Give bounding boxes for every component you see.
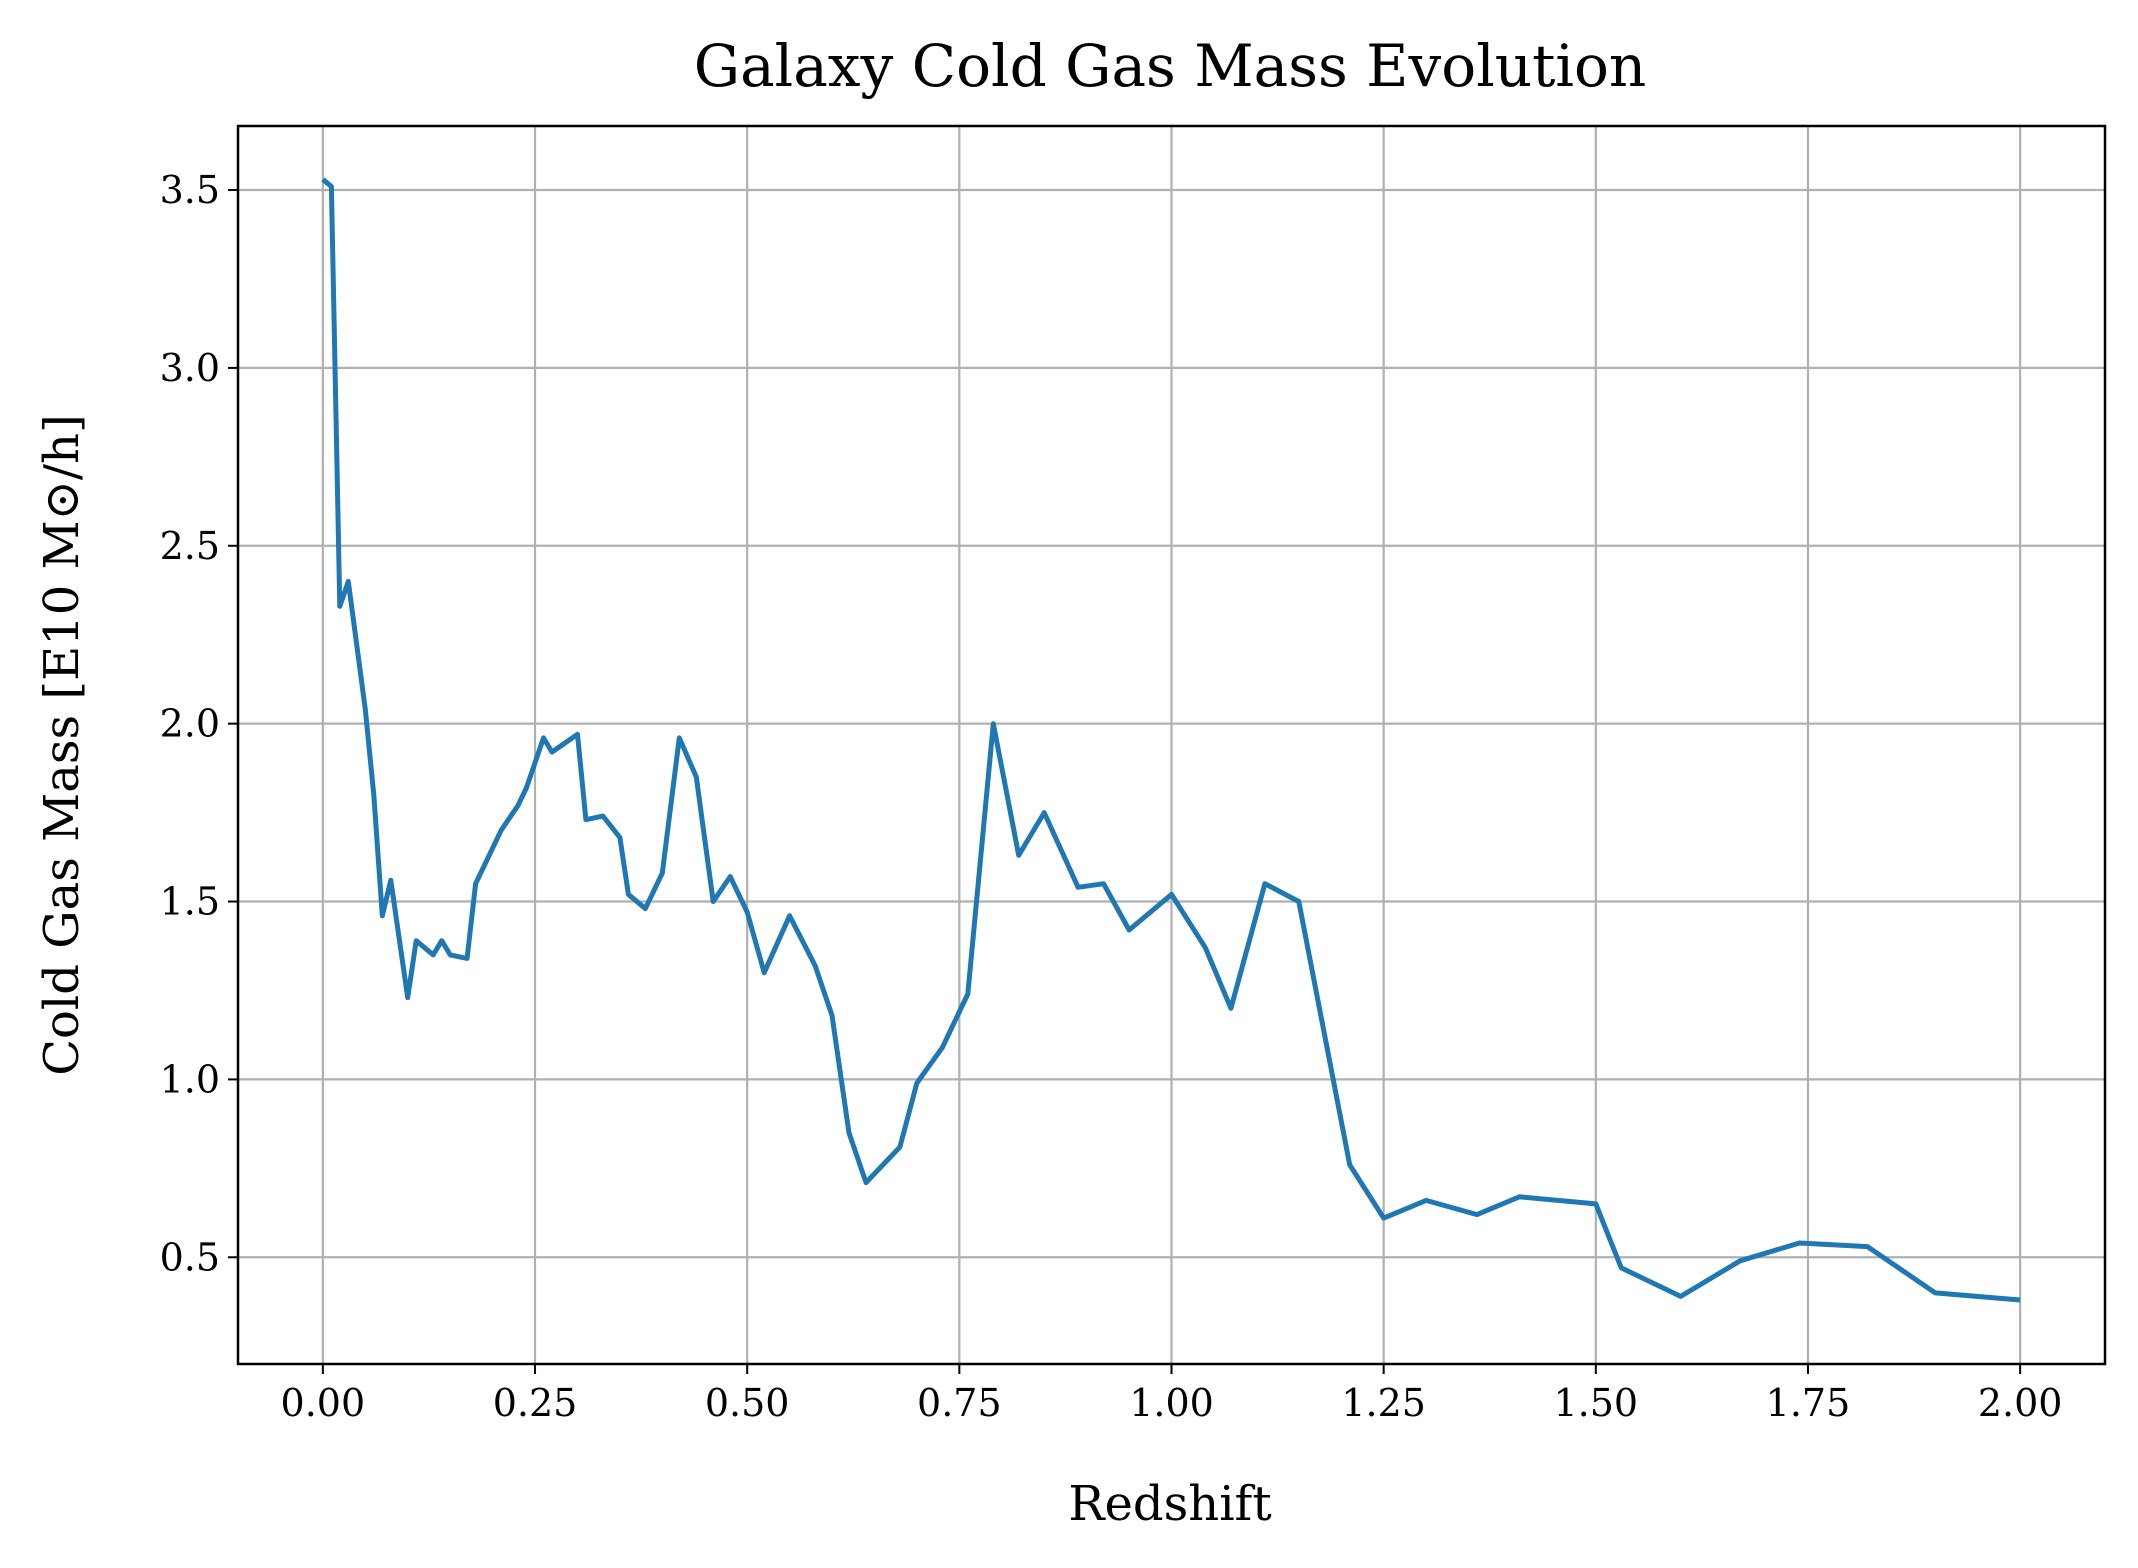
y-tick-label: 0.5 <box>160 1235 220 1279</box>
y-tick-label: 3.0 <box>160 346 220 390</box>
y-tick-label: 2.5 <box>160 524 220 568</box>
y-tick-label: 1.0 <box>160 1057 220 1101</box>
x-tick-label: 0.25 <box>493 1381 578 1425</box>
x-axis-label: Redshift <box>1068 1476 1271 1532</box>
y-tick-label: 2.0 <box>160 702 220 746</box>
x-tick-label: 1.75 <box>1766 1381 1851 1425</box>
x-tick-label: 1.25 <box>1341 1381 1426 1425</box>
x-tick-label: 1.00 <box>1129 1381 1214 1425</box>
y-tick-label: 3.5 <box>160 168 220 212</box>
x-tick-label: 0.75 <box>917 1381 1002 1425</box>
x-tick-label: 2.00 <box>1978 1381 2063 1425</box>
series-line <box>321 177 2021 1303</box>
x-tick-label: 1.50 <box>1554 1381 1639 1425</box>
chart-title: Galaxy Cold Gas Mass Evolution <box>694 32 1646 100</box>
y-tick-label: 1.5 <box>160 880 220 924</box>
x-tick-label: 0.00 <box>281 1381 366 1425</box>
series-layer <box>321 177 2021 1303</box>
x-tick-label: 0.50 <box>705 1381 790 1425</box>
y-axis-label: Cold Gas Mass [E10 M⊙/h] <box>34 414 90 1075</box>
grid <box>238 126 2105 1364</box>
ticks: 0.00 0.25 0.50 0.75 1.00 1.25 1.50 1.75 2.00 0.5 1… <box>160 168 2063 1425</box>
